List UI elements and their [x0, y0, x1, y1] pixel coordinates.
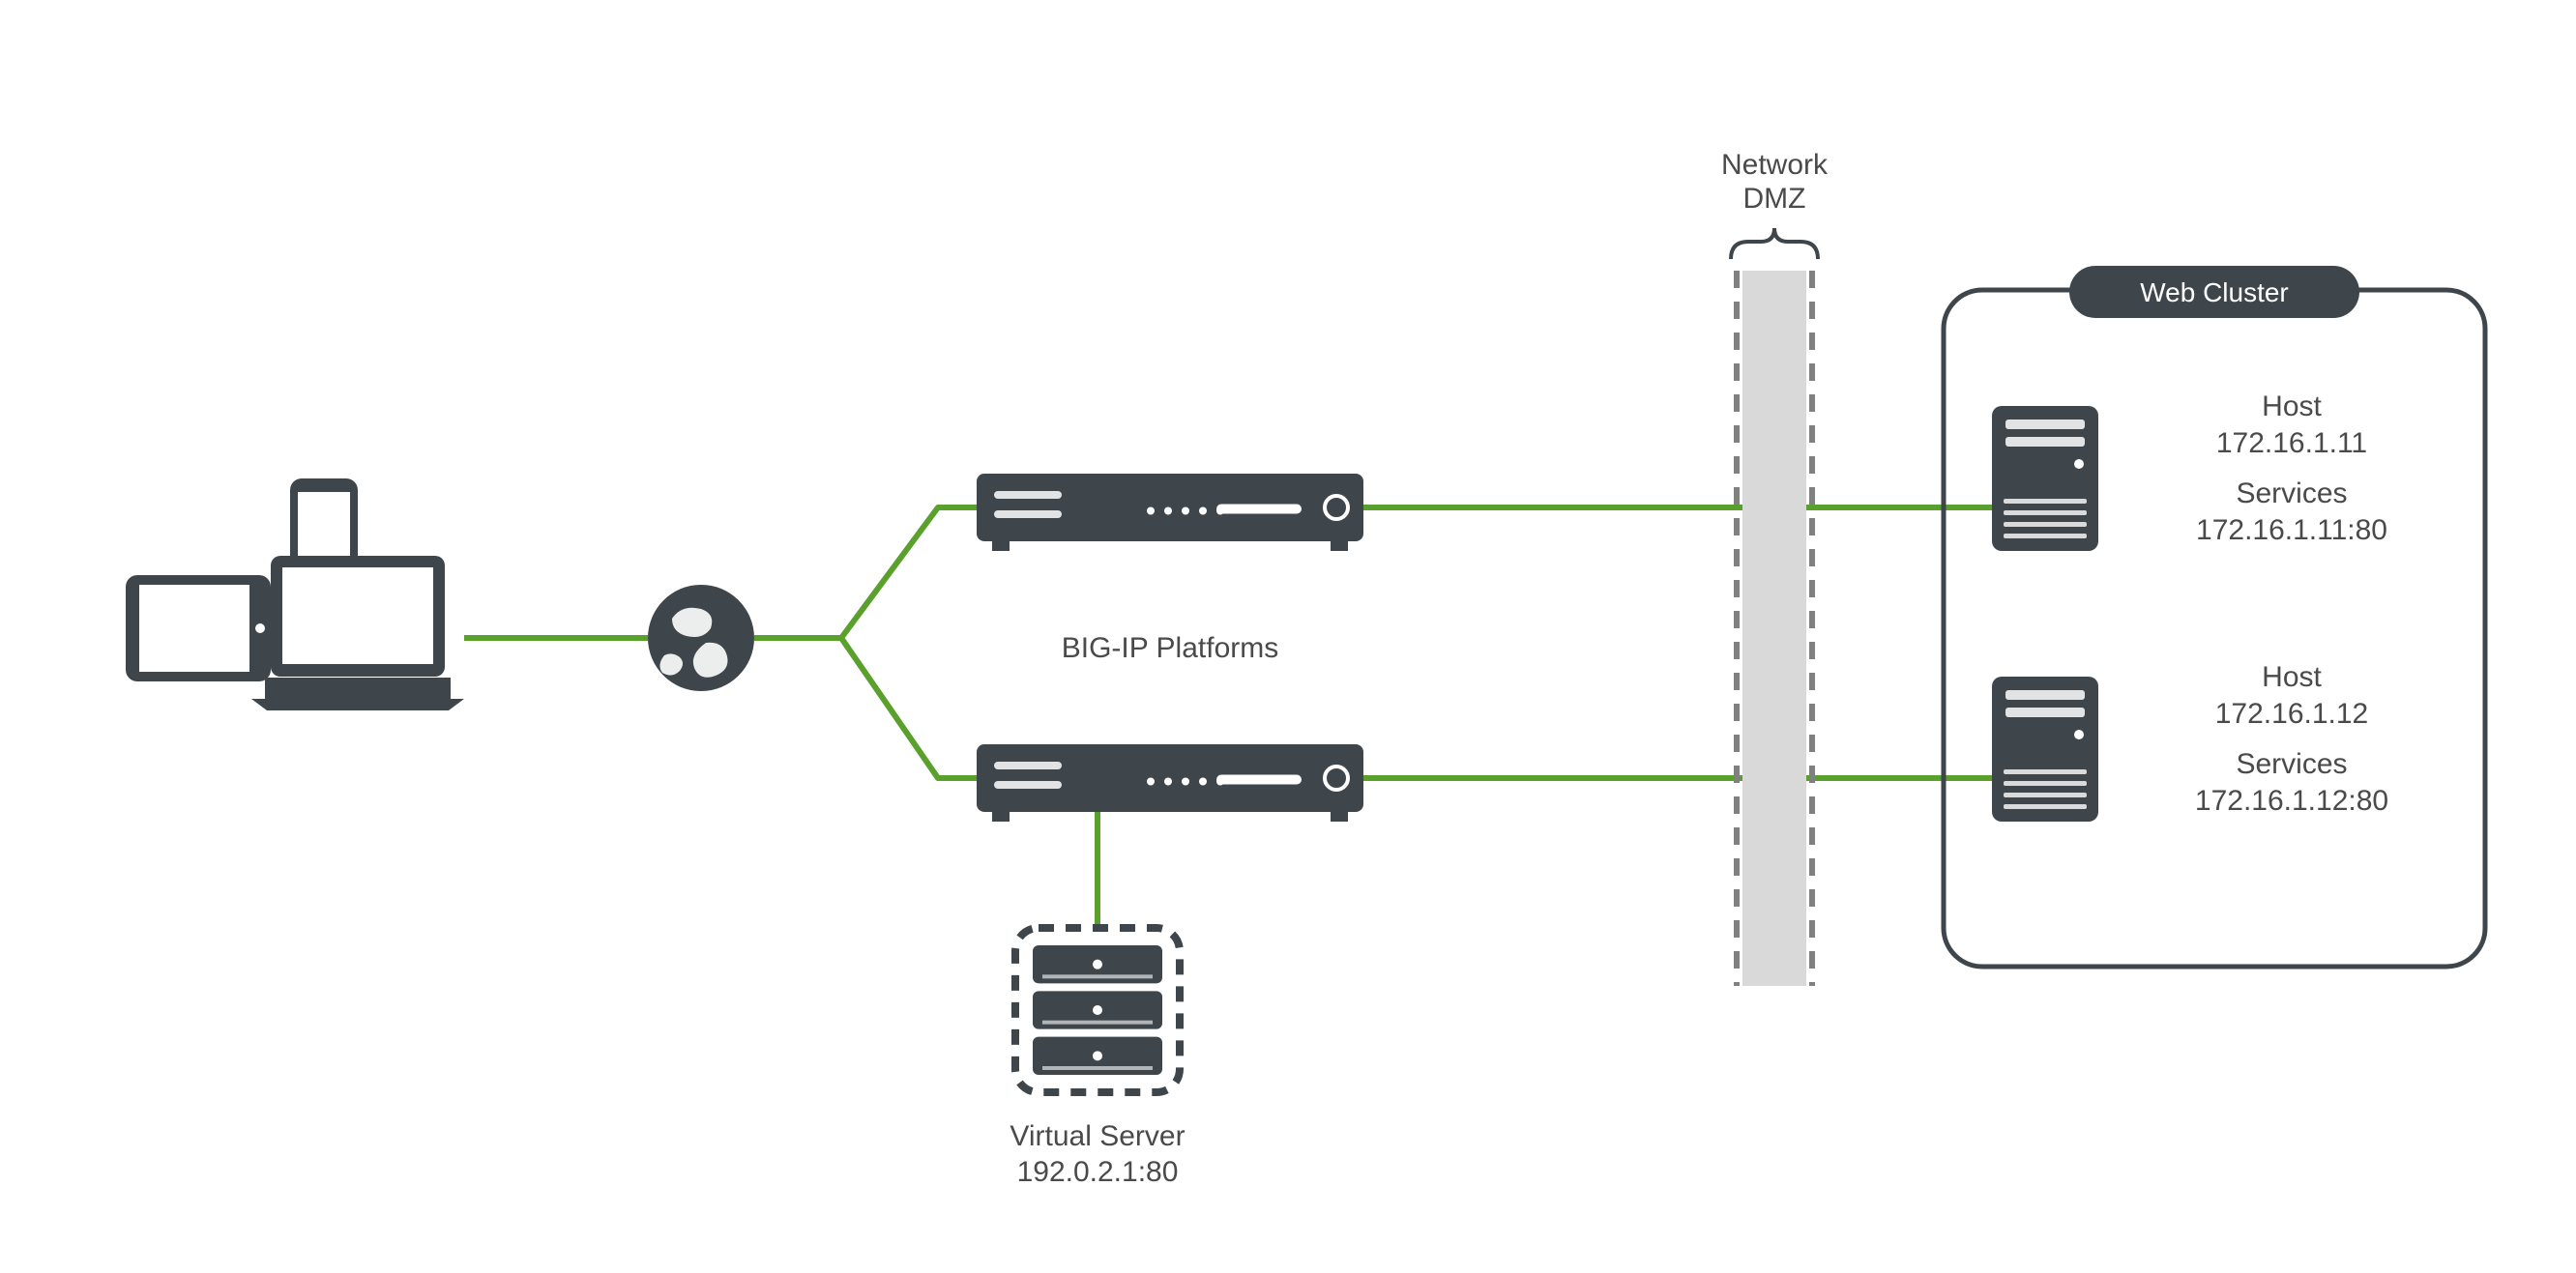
web-cluster-box — [1944, 290, 2485, 967]
rack-server-icon — [977, 474, 1363, 551]
dmz-label2: DMZ — [1743, 183, 1806, 215]
web-cluster-badge-label: Web Cluster — [2140, 277, 2289, 307]
services-label: Services — [2236, 748, 2347, 780]
services-label: Services — [2236, 477, 2347, 509]
virtual-server-label: Virtual Server — [1010, 1120, 1185, 1152]
bigip-label: BIG-IP Platforms — [1062, 632, 1279, 664]
services-address: 172.16.1.11:80 — [2196, 514, 2387, 546]
host-ip: 172.16.1.11 — [2216, 427, 2367, 459]
dmz-label: Network — [1721, 149, 1829, 181]
rack-server-icon — [977, 744, 1363, 822]
server-icon — [1992, 406, 2098, 551]
virtual-server: Virtual Server 192.0.2.1:80 — [1010, 928, 1185, 1188]
laptop-icon — [251, 556, 464, 710]
globe-to-bigip-bottom — [754, 638, 977, 778]
host-label: Host — [2262, 391, 2322, 422]
host-label: Host — [2262, 661, 2322, 693]
server-icon — [1992, 677, 2098, 822]
virtual-server-address: 192.0.2.1:80 — [1017, 1156, 1179, 1188]
dmz-brace — [1731, 228, 1818, 259]
host-ip: 172.16.1.12 — [2215, 698, 2368, 730]
client-devices — [126, 478, 464, 710]
globe-to-bigip-top — [754, 507, 977, 638]
dmz-zone: NetworkDMZ — [1721, 149, 1829, 986]
globe-icon — [648, 585, 754, 691]
services-address: 172.16.1.12:80 — [2195, 785, 2388, 817]
bigip-platforms: BIG-IP Platforms — [977, 474, 1363, 822]
tablet-icon — [126, 575, 271, 681]
network-diagram: NetworkDMZ BIG-IP Platforms Virtual Serv… — [0, 0, 2576, 1273]
web-cluster: Web Cluster Host 172.16.1.11 Services 172.16… — [1944, 266, 2485, 967]
